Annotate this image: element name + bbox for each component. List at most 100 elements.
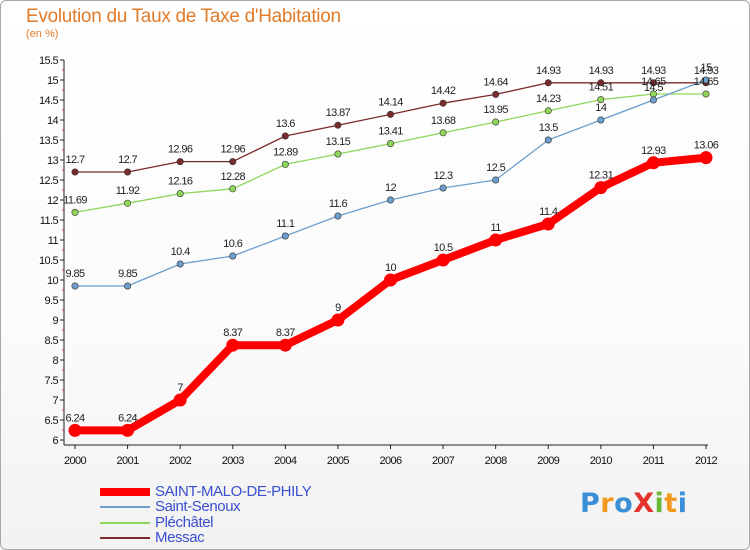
data-point xyxy=(124,282,132,290)
y-tick-label: 13.5 xyxy=(39,135,58,147)
data-point xyxy=(281,160,289,168)
data-label: 12.7 xyxy=(65,154,84,166)
data-label: 12.3 xyxy=(434,170,453,182)
data-point xyxy=(176,190,184,198)
data-label: 6.24 xyxy=(118,412,137,424)
data-point xyxy=(68,423,82,437)
logo-letter: r xyxy=(600,488,615,519)
data-point xyxy=(699,151,713,165)
data-point xyxy=(492,118,500,126)
data-label: 13.5 xyxy=(539,122,558,134)
data-label: 8.37 xyxy=(276,327,295,339)
logo-letter: P xyxy=(580,488,601,519)
data-point xyxy=(649,79,657,87)
data-point xyxy=(646,156,660,170)
data-label: 14 xyxy=(595,102,607,114)
y-tick-label: 12.5 xyxy=(39,175,58,187)
data-point xyxy=(281,132,289,140)
data-label: 12.7 xyxy=(118,154,137,166)
y-tick-label: 8 xyxy=(52,355,58,367)
x-tick-label: 2000 xyxy=(64,455,87,467)
data-label: 12 xyxy=(385,182,397,194)
logo-letter: t xyxy=(664,488,678,519)
legend-item-saint-malo-de-phily: SAINT-MALO-DE-PHILY xyxy=(100,483,360,500)
data-label: 9.85 xyxy=(65,268,84,280)
data-point xyxy=(439,99,447,107)
data-point xyxy=(439,184,447,192)
data-point xyxy=(71,208,79,216)
data-point xyxy=(544,79,552,87)
legend-label: Messac xyxy=(155,529,205,546)
data-label: 6.24 xyxy=(65,412,84,424)
data-point xyxy=(702,90,710,98)
data-point xyxy=(439,129,447,137)
y-tick-label: 13 xyxy=(47,155,59,167)
data-label: 14.93 xyxy=(536,65,561,77)
data-label: 12.16 xyxy=(168,176,193,188)
x-tick-label: 2006 xyxy=(379,455,402,467)
data-label: 10 xyxy=(385,262,397,274)
data-point xyxy=(334,121,342,129)
data-label: 12.96 xyxy=(168,144,193,156)
data-label: 13.15 xyxy=(326,136,351,148)
data-point xyxy=(386,110,394,118)
data-label: 10.4 xyxy=(171,246,190,258)
chart-subtitle: (en %) xyxy=(26,28,59,40)
x-tick-label: 2012 xyxy=(695,455,718,467)
data-label: 13.68 xyxy=(431,115,456,127)
chart-title: Evolution du Taux de Taxe d'Habitation xyxy=(26,6,341,27)
data-point xyxy=(489,233,503,247)
x-tick-label: 2004 xyxy=(274,455,297,467)
data-label: 13.6 xyxy=(276,118,295,130)
logo-letter: i xyxy=(654,488,665,519)
y-tick-label: 10.5 xyxy=(39,255,58,267)
y-tick-label: 15 xyxy=(47,75,59,87)
data-label: 14.51 xyxy=(589,82,614,94)
data-point xyxy=(334,150,342,158)
data-label: 14.64 xyxy=(483,76,508,88)
data-label: 13.87 xyxy=(326,107,351,119)
y-tick-label: 9.5 xyxy=(45,295,59,307)
data-label: 14.42 xyxy=(431,85,456,97)
y-tick-label: 10 xyxy=(47,275,59,287)
data-label: 11 xyxy=(491,222,502,234)
legend-label: Saint-Senoux xyxy=(155,498,241,515)
data-point xyxy=(121,423,135,437)
data-label: 10.6 xyxy=(223,238,242,250)
data-label: 12.93 xyxy=(641,145,666,157)
legend-swatch xyxy=(100,522,150,524)
data-label: 11.1 xyxy=(276,218,295,230)
data-label: 13.95 xyxy=(483,104,508,116)
y-tick-label: 12 xyxy=(47,195,59,207)
data-label: 12.5 xyxy=(486,162,505,174)
data-point xyxy=(544,136,552,144)
data-point xyxy=(386,140,394,148)
y-tick-label: 9 xyxy=(52,315,58,327)
legend-label: SAINT-MALO-DE-PHILY xyxy=(155,483,312,500)
data-point xyxy=(124,199,132,207)
data-label: 11.69 xyxy=(63,194,87,206)
y-tick-label: 6 xyxy=(52,435,58,447)
legend-item-saint-senoux: Saint-Senoux xyxy=(100,498,360,515)
data-point xyxy=(278,338,292,352)
data-label: 9.85 xyxy=(118,268,137,280)
x-tick-label: 2001 xyxy=(117,455,140,467)
data-label: 14.93 xyxy=(694,65,719,77)
data-point xyxy=(229,158,237,166)
data-label: 11.6 xyxy=(329,198,348,210)
data-point xyxy=(597,96,605,104)
data-label: 15 xyxy=(700,62,712,74)
data-label: 13.41 xyxy=(378,126,403,138)
x-tick-label: 2005 xyxy=(327,455,350,467)
x-tick-label: 2007 xyxy=(432,455,455,467)
legend-swatch xyxy=(100,506,150,508)
data-point xyxy=(331,313,345,327)
data-point xyxy=(597,116,605,124)
data-point xyxy=(229,185,237,193)
x-tick-label: 2010 xyxy=(590,455,613,467)
y-tick-label: 7 xyxy=(52,395,58,407)
data-label: 14.5 xyxy=(644,82,663,94)
y-tick-label: 6.5 xyxy=(45,415,59,427)
y-tick-label: 8.5 xyxy=(45,335,59,347)
